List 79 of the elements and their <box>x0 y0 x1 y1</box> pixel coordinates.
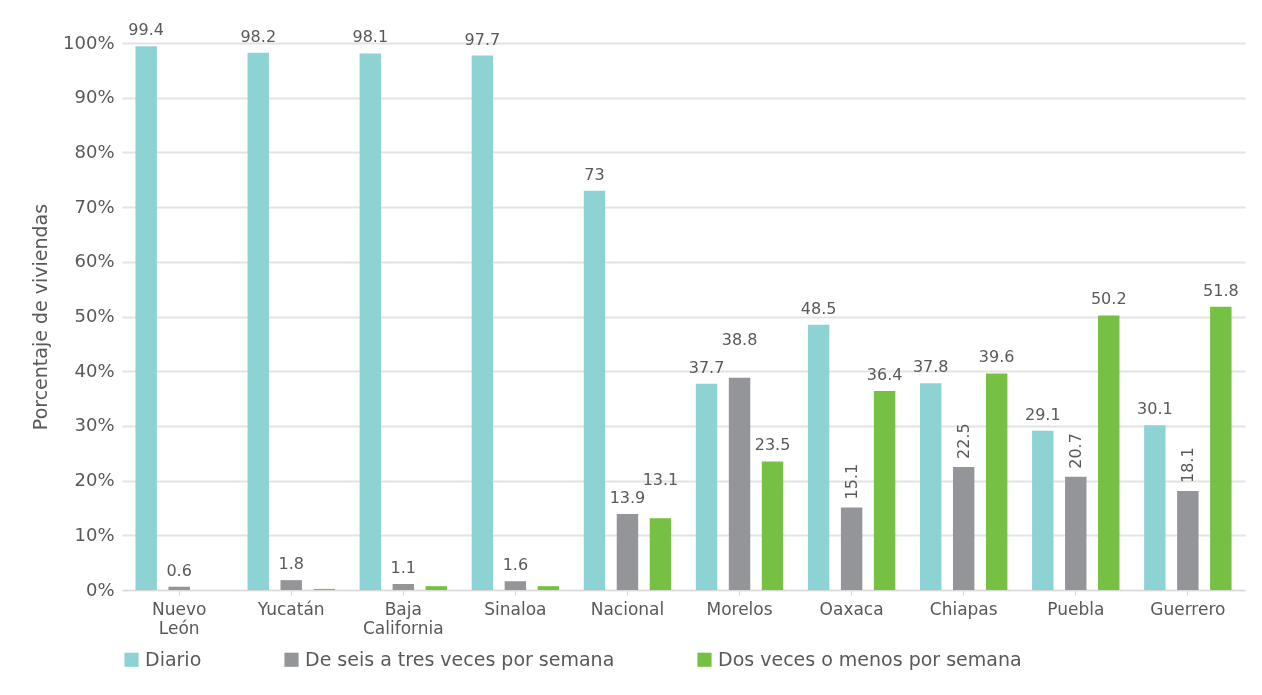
x-tick-label: Nuevo León <box>151 598 207 638</box>
bar <box>168 586 190 590</box>
bar <box>247 52 269 590</box>
bar <box>761 461 784 590</box>
x-tick-label: Guerrero <box>1150 598 1226 619</box>
data-label: 15.1 <box>841 463 861 500</box>
data-label: 13.9 <box>609 487 646 507</box>
bar <box>280 580 302 590</box>
y-tick-label: 30% <box>74 414 115 436</box>
bar <box>649 518 672 590</box>
bar <box>1177 490 1199 590</box>
data-label: 51.8 <box>1203 280 1239 300</box>
data-label: 13.1 <box>642 470 679 490</box>
y-tick-label: 100% <box>63 31 115 53</box>
bar <box>873 390 896 590</box>
bar <box>807 324 830 590</box>
x-tick-label: Morelos <box>706 598 773 619</box>
data-label: 50.2 <box>1090 289 1127 309</box>
x-tick-label: Sinaloa <box>484 598 547 619</box>
data-label: 98.2 <box>240 26 277 46</box>
y-tick-label: 10% <box>74 523 115 545</box>
legend-label: Diario <box>145 647 202 670</box>
x-tick-label: Nacional <box>590 598 665 619</box>
data-label: 29.1 <box>1024 404 1061 424</box>
y-tick-label: 80% <box>74 140 115 162</box>
bar <box>952 466 975 590</box>
bar <box>840 507 863 590</box>
y-tick-label: 70% <box>74 195 115 217</box>
data-label: 48.5 <box>800 298 837 318</box>
bar <box>919 383 942 590</box>
data-label: 20.7 <box>1065 433 1085 469</box>
y-tick-label: 90% <box>74 86 115 108</box>
bar <box>471 55 494 590</box>
data-label: 22.5 <box>953 423 973 459</box>
y-tick-label: 20% <box>74 469 115 491</box>
bar <box>583 190 606 590</box>
bar <box>695 383 718 590</box>
bar <box>1144 425 1166 590</box>
y-axis-title: Porcentaje de viviendas <box>29 203 52 431</box>
data-label: 37.7 <box>688 357 725 377</box>
x-tick-label: Chiapas <box>929 598 998 619</box>
x-tick-label: Baja California <box>362 598 444 638</box>
bar <box>1210 306 1232 590</box>
bar <box>1065 476 1087 590</box>
bar <box>728 377 751 590</box>
bar <box>504 581 527 590</box>
x-tick-label: Yucatán <box>256 598 325 619</box>
bar <box>1032 430 1054 590</box>
data-label: 39.6 <box>978 347 1015 367</box>
bar <box>425 586 448 590</box>
bar <box>135 46 157 590</box>
x-tick-label: Puebla <box>1047 598 1105 619</box>
data-label: 0.6 <box>166 560 192 580</box>
data-label: 23.5 <box>754 435 791 455</box>
data-label: 99.4 <box>128 20 164 40</box>
data-label: 1.8 <box>278 554 304 574</box>
data-label: 97.7 <box>464 29 501 49</box>
x-tick-label: Oaxaca <box>819 598 884 619</box>
bar <box>392 583 415 590</box>
bar <box>985 373 1008 590</box>
data-label: 37.8 <box>912 357 949 377</box>
data-label: 73 <box>584 164 605 184</box>
legend-label: De seis a tres veces por semana <box>305 647 615 670</box>
y-tick-label: 0% <box>85 578 115 600</box>
y-tick-label: 60% <box>74 250 115 272</box>
data-label: 18.1 <box>1177 447 1197 483</box>
bar <box>616 513 639 590</box>
y-tick-label: 50% <box>74 305 115 326</box>
y-tick-label: 40% <box>74 359 115 381</box>
bar <box>537 586 560 590</box>
bar <box>1098 315 1120 590</box>
data-label: 1.1 <box>390 557 417 577</box>
data-label: 30.1 <box>1137 399 1173 419</box>
data-label: 38.8 <box>721 329 758 349</box>
bar <box>359 53 382 590</box>
legend-label: Dos veces o menos por semana <box>718 647 1022 670</box>
data-label: 98.1 <box>352 27 389 47</box>
data-label: 1.6 <box>502 555 529 575</box>
data-label: 36.4 <box>866 364 903 384</box>
